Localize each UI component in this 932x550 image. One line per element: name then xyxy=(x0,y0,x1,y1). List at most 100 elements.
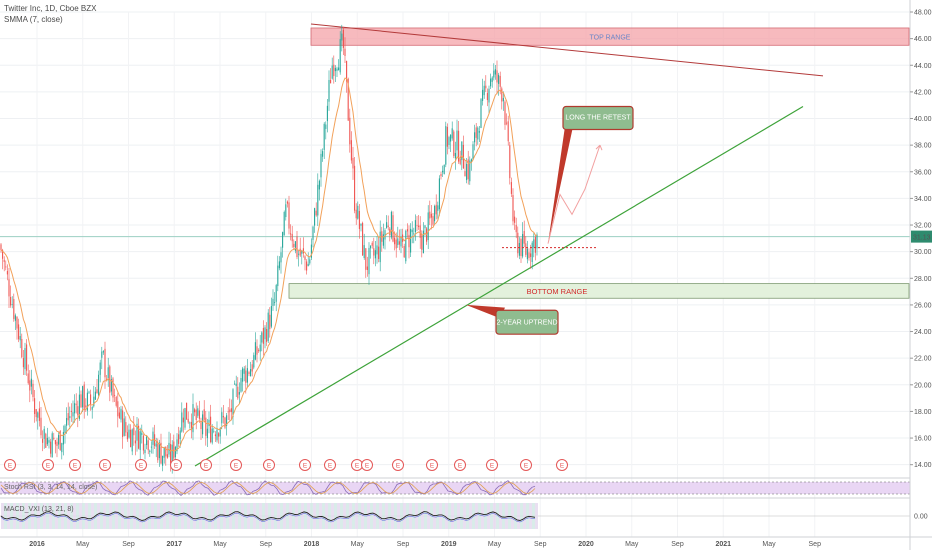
x-tick-label: 2016 xyxy=(29,541,45,548)
candle-body xyxy=(272,298,274,306)
candle-body xyxy=(440,173,442,177)
macd-histogram-bar xyxy=(91,503,94,529)
last-price-label: 31.13 xyxy=(913,235,931,242)
macd-histogram-bar xyxy=(367,503,370,529)
candle-body xyxy=(410,228,412,253)
candle-body xyxy=(11,304,13,305)
oscillator-pane xyxy=(0,477,910,497)
candle-body xyxy=(304,256,306,260)
candle-body xyxy=(330,79,332,84)
x-tick-label: Sep xyxy=(260,541,273,548)
macd-histogram-bar xyxy=(511,503,514,529)
candle-body xyxy=(32,383,34,398)
y-tick-label: 22.00 xyxy=(914,356,932,363)
candle-body xyxy=(509,145,511,179)
candle-body xyxy=(110,379,112,392)
macd-histogram-bar xyxy=(151,503,154,529)
candle-body xyxy=(261,332,263,343)
candle-body xyxy=(74,403,76,414)
candle-body xyxy=(517,232,519,254)
macd-histogram-bar xyxy=(37,503,40,529)
y-tick-label: 40.00 xyxy=(914,116,932,123)
earnings-marker xyxy=(454,459,466,471)
candle-body xyxy=(488,88,490,103)
candle-body xyxy=(270,305,272,327)
macd-histogram-bar xyxy=(205,503,208,529)
candle-body xyxy=(518,242,520,256)
macd-histogram-bar xyxy=(49,503,52,529)
macd-histogram-bar xyxy=(154,503,157,529)
candle-body xyxy=(331,65,333,79)
candle-body xyxy=(256,346,258,355)
macd-histogram-bar xyxy=(535,503,538,529)
candle-body xyxy=(189,422,191,424)
candle-body xyxy=(334,67,336,72)
candle-body xyxy=(315,210,317,216)
symbol-title[interactable]: Twitter Inc, 1D, Cboe BZX xyxy=(4,4,97,13)
macd-histogram-bar xyxy=(445,503,448,529)
candle-body xyxy=(536,234,538,249)
candle-body xyxy=(405,230,407,262)
candle-body xyxy=(381,231,383,242)
candle-body xyxy=(246,368,248,383)
y-tick-label: 44.00 xyxy=(914,63,932,70)
macd-histogram-bar xyxy=(313,503,316,529)
earnings-marker-label: E xyxy=(458,463,463,470)
candle-body xyxy=(237,386,239,399)
candle-body xyxy=(354,165,356,211)
candle-body xyxy=(216,429,218,441)
macd-histogram-bar xyxy=(346,503,349,529)
candle-body xyxy=(114,394,116,396)
macd-histogram-bar xyxy=(46,503,49,529)
uptrend-line xyxy=(194,106,804,467)
candle-body xyxy=(213,430,215,432)
y-tick-label: 32.00 xyxy=(914,223,932,230)
macd-histogram-bar xyxy=(193,503,196,529)
x-tick-label: Sep xyxy=(671,541,684,548)
y-tick-label: 34.00 xyxy=(914,196,932,203)
candle-body xyxy=(56,441,58,447)
candle-body xyxy=(26,344,28,371)
macd-histogram-bar xyxy=(133,503,136,529)
candle-body xyxy=(187,418,189,423)
candle-body xyxy=(419,225,421,238)
earnings-marker-label: E xyxy=(430,463,435,470)
candle-body xyxy=(504,101,506,125)
macd-histogram-bar xyxy=(7,503,10,529)
macd-histogram-bar xyxy=(265,503,268,529)
candle-body xyxy=(90,394,92,405)
macd-label[interactable]: MACD_VXI (13, 21, 8) xyxy=(4,506,74,513)
candle-body xyxy=(219,428,221,437)
candle-body xyxy=(82,386,84,408)
macd-histogram-bar xyxy=(454,503,457,529)
indicator-title[interactable]: SMMA (7, close) xyxy=(4,15,63,24)
candle-body xyxy=(88,391,90,393)
candle-body xyxy=(307,263,309,267)
candle-body xyxy=(317,184,319,216)
oscillator-label[interactable]: Stoch RSI (3, 3, 14, 14, close) xyxy=(4,484,98,491)
candle-body xyxy=(18,324,20,340)
macd-histogram-bar xyxy=(361,503,364,529)
macd-histogram-bar xyxy=(469,503,472,529)
macd-histogram-bar xyxy=(199,503,202,529)
macd-histogram-bar xyxy=(466,503,469,529)
candle-body xyxy=(525,243,527,255)
x-tick-label: Sep xyxy=(397,541,410,548)
macd-histogram-bar xyxy=(358,503,361,529)
macd-histogram-bar xyxy=(493,503,496,529)
candle-body xyxy=(13,299,15,319)
candle-body xyxy=(190,421,192,431)
candle-body xyxy=(200,421,202,430)
candle-body xyxy=(448,137,450,145)
macd-histogram-bar xyxy=(259,503,262,529)
candle-body xyxy=(430,213,432,218)
macd-histogram-bar xyxy=(190,503,193,529)
candle-body xyxy=(459,158,461,164)
macd-histogram-bar xyxy=(235,503,238,529)
candle-body xyxy=(178,434,180,444)
macd-line xyxy=(0,511,536,521)
macd-histogram-bar xyxy=(4,503,7,529)
candle-body xyxy=(117,401,119,417)
candle-body xyxy=(491,77,493,82)
